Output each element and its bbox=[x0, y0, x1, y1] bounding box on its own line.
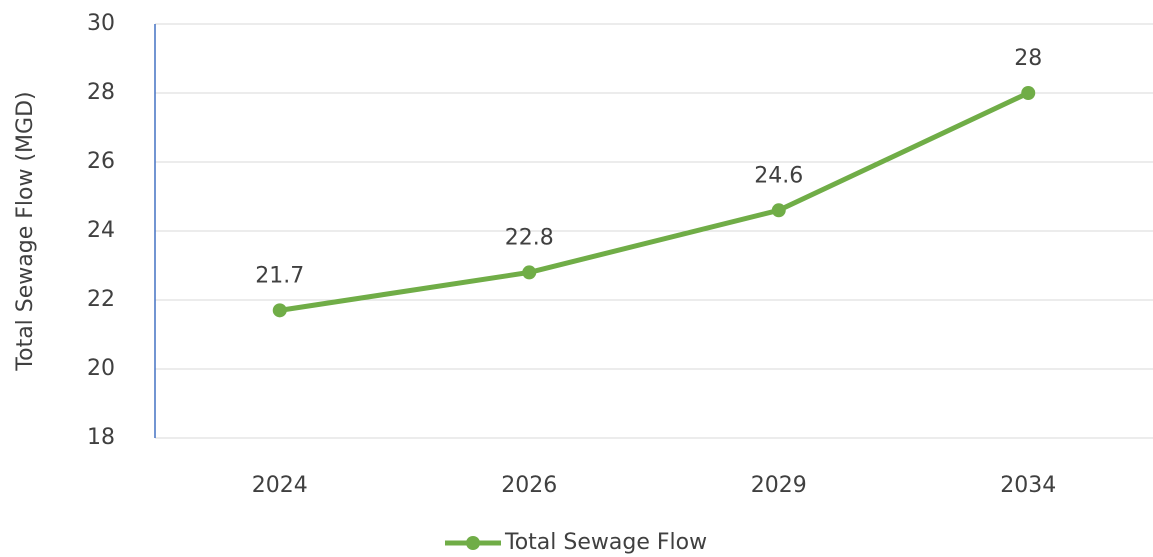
y-axis-label: Total Sewage Flow (MGD) bbox=[13, 91, 38, 371]
data-point bbox=[522, 265, 537, 280]
data-label: 28 bbox=[1014, 46, 1042, 71]
data-label: 24.6 bbox=[754, 163, 803, 188]
y-tick-label: 22 bbox=[87, 287, 115, 312]
x-tick-label: 2024 bbox=[252, 473, 308, 498]
y-tick-label: 24 bbox=[87, 218, 115, 243]
x-tick-label: 2026 bbox=[501, 473, 557, 498]
data-label: 22.8 bbox=[505, 225, 554, 250]
y-tick-label: 18 bbox=[87, 425, 115, 450]
y-tick-label: 28 bbox=[87, 80, 115, 105]
series-line bbox=[279, 90, 1030, 313]
y-tick-label: 26 bbox=[87, 149, 115, 174]
y-tick-label: 30 bbox=[87, 11, 115, 36]
x-tick-label: 2029 bbox=[751, 473, 807, 498]
legend-marker bbox=[466, 536, 480, 550]
data-label: 21.7 bbox=[255, 263, 304, 288]
y-tick-label: 20 bbox=[87, 356, 115, 381]
x-tick-label: 2034 bbox=[1000, 473, 1056, 498]
data-point bbox=[771, 203, 786, 218]
data-point bbox=[1021, 86, 1036, 100]
data-point bbox=[272, 303, 287, 318]
legend-label: Total Sewage Flow bbox=[504, 530, 707, 555]
